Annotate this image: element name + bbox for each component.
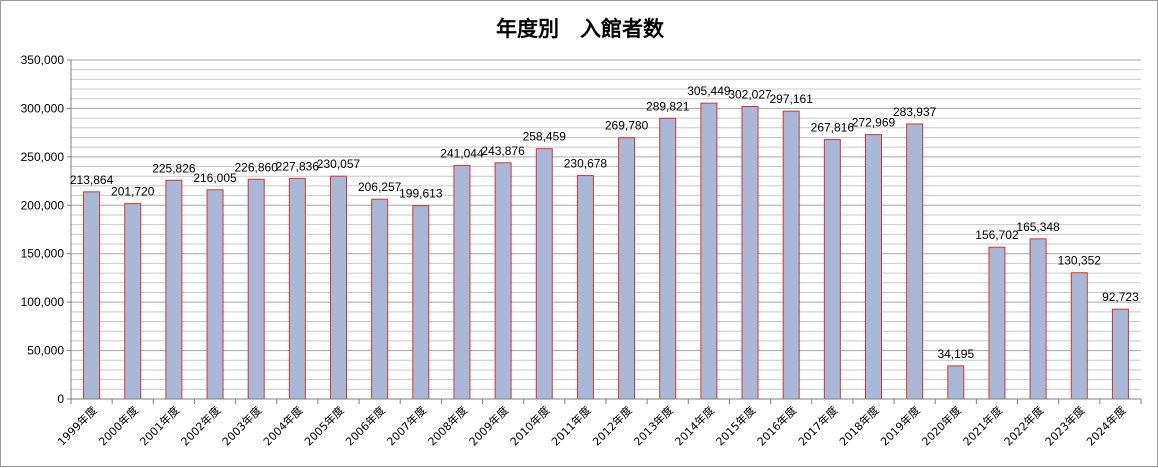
- y-tick-label: 100,000: [21, 295, 65, 309]
- data-label: 156,702: [975, 228, 1019, 242]
- y-tick-label: 350,000: [21, 53, 65, 67]
- chart-title: 年度別 入館者数: [496, 17, 665, 41]
- x-category-label: 2021年度: [960, 403, 1005, 448]
- data-label: 225,826: [152, 161, 196, 175]
- data-label: 230,057: [317, 157, 361, 171]
- x-category-label: 2007年度: [384, 403, 429, 448]
- x-category-label: 2019年度: [878, 403, 923, 448]
- data-label: 305,449: [687, 84, 731, 98]
- data-label: 272,969: [852, 116, 896, 130]
- data-label: 226,860: [234, 160, 278, 174]
- bar: [371, 198, 389, 400]
- data-label: 206,257: [358, 180, 402, 194]
- data-label: 283,937: [893, 105, 937, 119]
- bar: [206, 189, 224, 400]
- data-label: 227,836: [276, 159, 320, 173]
- x-category-label: 2012年度: [589, 403, 634, 448]
- data-label: 297,161: [769, 92, 813, 106]
- bar: [576, 175, 594, 400]
- x-category-label: 2016年度: [754, 403, 799, 448]
- y-tick-label: 200,000: [21, 198, 65, 212]
- data-label: 92,723: [1102, 290, 1139, 304]
- bar: [823, 139, 841, 400]
- x-category-label: 2005年度: [301, 403, 346, 448]
- bar: [124, 203, 142, 400]
- bar: [535, 148, 553, 400]
- x-category-label: 2014年度: [672, 403, 717, 448]
- data-label: 216,005: [193, 171, 237, 185]
- x-category-label: 2002年度: [178, 403, 223, 448]
- y-tick-label: 300,000: [21, 101, 65, 115]
- x-category-label: 2009年度: [466, 403, 511, 448]
- bar: [618, 137, 636, 400]
- bars: [83, 102, 1129, 400]
- bar: [453, 165, 471, 400]
- y-tick-labels: 0 50,000 100,000 150,000 200,000 250,000 300,0…: [21, 53, 65, 406]
- x-category-label: 2024年度: [1083, 403, 1128, 448]
- x-category-label: 2010年度: [507, 403, 552, 448]
- bar: [782, 110, 800, 400]
- data-label: 199,613: [399, 187, 443, 201]
- bar: [865, 134, 882, 400]
- data-label: 34,195: [937, 347, 974, 361]
- y-tick-label: 250,000: [21, 150, 65, 164]
- data-label: 289,821: [646, 99, 690, 113]
- x-category-label: 2015年度: [713, 403, 758, 448]
- x-category-label: 2008年度: [425, 403, 470, 448]
- x-category-label: 2004年度: [260, 403, 305, 448]
- bar: [741, 105, 759, 400]
- data-label: 302,027: [728, 87, 772, 101]
- data-label: 201,720: [111, 185, 155, 199]
- x-category-label: 1999年度: [54, 403, 99, 448]
- data-label: 243,876: [481, 144, 525, 158]
- x-category-label: 2020年度: [919, 403, 964, 448]
- data-label: 258,459: [523, 130, 567, 144]
- data-label: 269,780: [605, 119, 649, 133]
- data-label: 241,044: [440, 147, 484, 161]
- x-category-label: 2023年度: [1042, 403, 1087, 448]
- bar: [1070, 272, 1088, 400]
- bar: [412, 205, 430, 400]
- bar: [165, 179, 183, 400]
- x-category-label: 2013年度: [631, 403, 676, 448]
- bar: [1111, 308, 1129, 400]
- y-tick-label: 50,000: [27, 344, 64, 358]
- x-category-label: 2006年度: [343, 403, 388, 448]
- bar: [247, 178, 265, 400]
- data-label: 267,816: [811, 121, 855, 135]
- axes: [67, 59, 1142, 404]
- bar: [83, 191, 101, 400]
- bar: [1029, 238, 1047, 400]
- bar: [906, 123, 924, 400]
- data-label: 130,352: [1058, 254, 1102, 268]
- x-category-label: 2003年度: [219, 403, 264, 448]
- gridlines: [71, 59, 1141, 390]
- x-category-label: 2011年度: [548, 403, 593, 448]
- bar: [494, 162, 512, 400]
- y-tick-label: 0: [57, 392, 64, 406]
- x-category-label: 2018年度: [836, 403, 881, 448]
- y-tick-label: 150,000: [21, 247, 65, 261]
- data-label: 165,348: [1016, 220, 1060, 234]
- x-category-label: 2017年度: [795, 403, 840, 448]
- x-category-label: 2000年度: [96, 403, 141, 448]
- bar: [659, 117, 677, 400]
- bar: [700, 102, 718, 400]
- data-label: 230,678: [564, 157, 608, 171]
- bar: [330, 175, 347, 400]
- bar: [947, 365, 965, 400]
- x-category-label: 2022年度: [1001, 403, 1046, 448]
- bar: [988, 246, 1006, 400]
- x-category-label: 2001年度: [137, 403, 182, 448]
- bar: [288, 177, 306, 400]
- x-tick-labels: 1999年度2000年度2001年度2002年度2003年度2004年度2005…: [54, 403, 1128, 448]
- data-label: 213,864: [70, 173, 114, 187]
